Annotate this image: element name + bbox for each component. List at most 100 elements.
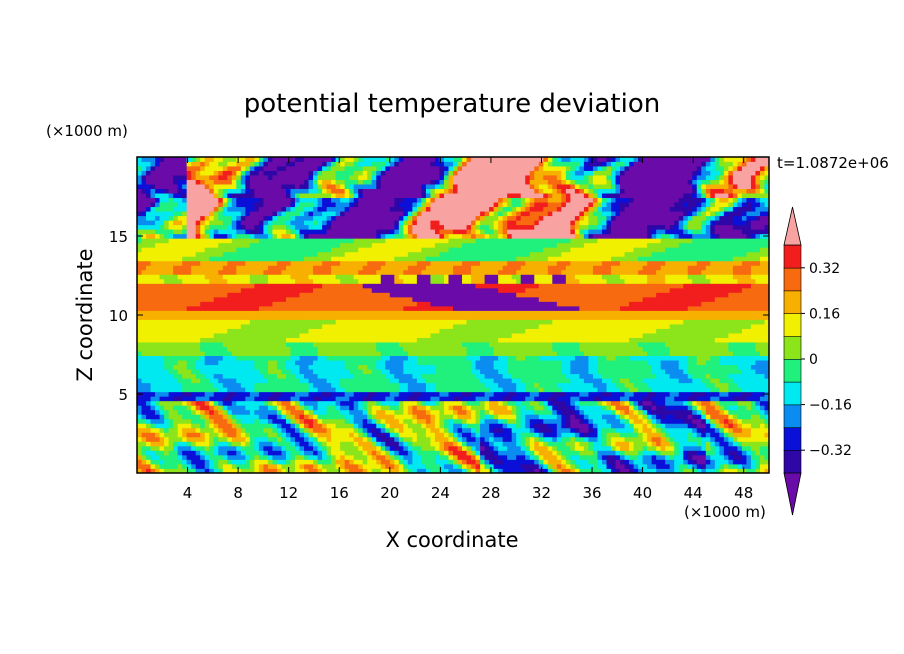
contour-cell: [480, 387, 485, 393]
contour-cell: [335, 468, 341, 473]
contour-cell: [421, 324, 427, 329]
contour-cell: [173, 441, 179, 447]
contour-cell: [290, 310, 296, 316]
contour-cell: [687, 337, 693, 343]
contour-cell: [304, 355, 309, 361]
contour-cell: [462, 436, 467, 442]
contour-cell: [200, 432, 206, 438]
contour-cell: [759, 441, 765, 447]
contour-cell: [502, 436, 508, 442]
contour-cell: [421, 364, 427, 370]
contour-cell: [466, 319, 472, 325]
contour-cell: [462, 378, 467, 384]
contour-cell: [723, 459, 729, 465]
contour-cell: [516, 405, 522, 411]
contour-cell: [358, 391, 364, 397]
contour-cell: [186, 450, 192, 456]
contour-cell: [267, 436, 273, 442]
contour-cell: [507, 360, 513, 366]
contour-cell: [543, 373, 549, 379]
contour-cell: [407, 346, 413, 352]
contour-cell: [403, 445, 409, 451]
contour-cell: [480, 441, 485, 447]
contour-cell: [195, 378, 201, 384]
contour-cell: [516, 324, 522, 329]
contour-cell: [295, 319, 300, 325]
contour-cell: [200, 423, 206, 429]
contour-cell: [633, 382, 639, 388]
contour-cell: [416, 391, 422, 397]
contour-cell: [746, 445, 752, 451]
contour-cell: [448, 387, 454, 393]
contour-cell: [620, 337, 625, 343]
contour-cell: [620, 369, 625, 375]
contour-cell: [520, 355, 526, 361]
contour-cell: [331, 436, 337, 442]
contour-cell: [660, 396, 666, 402]
contour-cell: [696, 468, 702, 473]
contour-cell: [141, 373, 147, 379]
contour-cell: [570, 400, 576, 406]
contour-cell: [218, 328, 224, 334]
contour-cell: [304, 454, 309, 460]
contour-cell: [547, 351, 553, 357]
contour-cell: [669, 369, 675, 375]
contour-cell: [317, 391, 323, 397]
contour-cell: [588, 337, 594, 343]
contour-cell: [308, 414, 314, 420]
contour-cell: [340, 360, 346, 366]
contour-cell: [186, 436, 192, 442]
contour-cell: [159, 436, 165, 442]
contour-cell: [177, 351, 183, 357]
contour-cell: [340, 382, 346, 388]
contour-cell: [647, 409, 653, 415]
contour-cell: [624, 378, 630, 384]
contour-cell: [750, 450, 756, 456]
contour-cell: [480, 378, 485, 384]
contour-cell: [660, 369, 666, 375]
contour-cell: [213, 342, 219, 347]
contour-cell: [489, 450, 495, 456]
contour-cell: [141, 351, 147, 357]
contour-cell: [737, 351, 743, 357]
contour-cell: [534, 378, 540, 384]
contour-cell: [276, 423, 282, 429]
contour-cell: [344, 409, 350, 415]
contour-cell: [195, 351, 201, 357]
contour-cell: [335, 346, 341, 352]
contour-cell: [249, 369, 255, 375]
contour-cell: [592, 351, 598, 357]
contour-cell: [285, 445, 291, 451]
contour-cell: [177, 364, 183, 370]
contour-cell: [475, 364, 481, 370]
contour-cell: [385, 414, 391, 420]
contour-cell: [295, 373, 300, 379]
contour-cell: [439, 333, 445, 338]
contour-cell: [583, 324, 589, 329]
contour-cell: [638, 351, 643, 357]
contour-cell: [525, 432, 531, 438]
contour-cell: [570, 450, 576, 456]
contour-cell: [403, 405, 409, 411]
contour-cell: [236, 396, 242, 402]
contour-cell: [141, 333, 147, 338]
contour-cell: [764, 333, 769, 338]
contour-cell: [290, 436, 296, 442]
contour-cell: [150, 441, 156, 447]
contour-cell: [155, 355, 160, 361]
contour-cell: [164, 427, 169, 433]
contour-cell: [719, 436, 725, 442]
contour-cell: [534, 360, 540, 366]
contour-cell: [678, 364, 684, 370]
contour-cell: [448, 396, 454, 402]
contour-cell: [222, 405, 228, 411]
contour-cell: [335, 328, 341, 334]
contour-cell: [335, 382, 341, 388]
contour-cell: [737, 427, 743, 433]
contour-cell: [620, 373, 625, 379]
contour-cell: [434, 328, 440, 334]
contour-cell: [732, 468, 738, 473]
contour-cell: [389, 418, 395, 424]
contour-cell: [750, 355, 756, 361]
contour-cell: [322, 355, 327, 361]
